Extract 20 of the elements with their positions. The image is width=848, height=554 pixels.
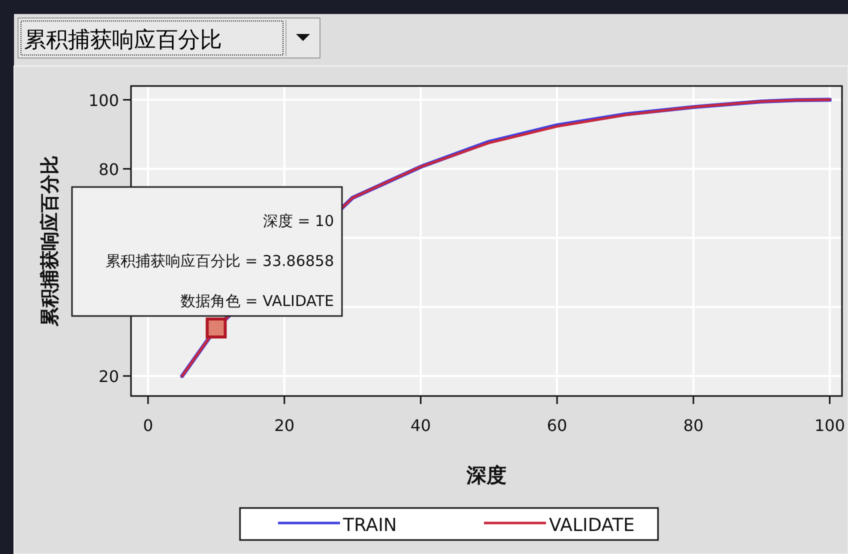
y-tick-label: 100	[88, 90, 119, 110]
y-axis-title: 累积捕获响应百分比	[39, 156, 61, 328]
annotation: 累积捕获响应百分比 = 33.86858	[105, 252, 334, 270]
legend-item: TRAIN	[278, 515, 397, 536]
x-tick-label: 40	[410, 416, 431, 435]
x-tick-label: 0	[142, 416, 154, 435]
annotation: 深度 = 10	[262, 212, 334, 230]
annotation: 数据角色 = VALIDATE	[180, 292, 334, 310]
legend-item: VALIDATE	[484, 515, 635, 536]
tooltip: 深度 = 10 累积捕获响应百分比 = 33.86858 数据角色 = VALIDATE	[71, 186, 343, 317]
legend-label: VALIDATE	[549, 515, 635, 536]
x-tick-label: 60	[546, 416, 568, 435]
x-tick-label: 80	[683, 416, 704, 435]
x-axis-title: 深度	[466, 463, 506, 487]
y-tick-label: 80	[98, 160, 119, 179]
legend-label: TRAIN	[342, 515, 397, 536]
x-tick-label: 20	[274, 416, 295, 435]
x-tick-label: 100	[814, 416, 846, 435]
y-tick-label: 20	[98, 366, 119, 386]
chart-title: 累积捕获响应百分比	[24, 28, 222, 53]
